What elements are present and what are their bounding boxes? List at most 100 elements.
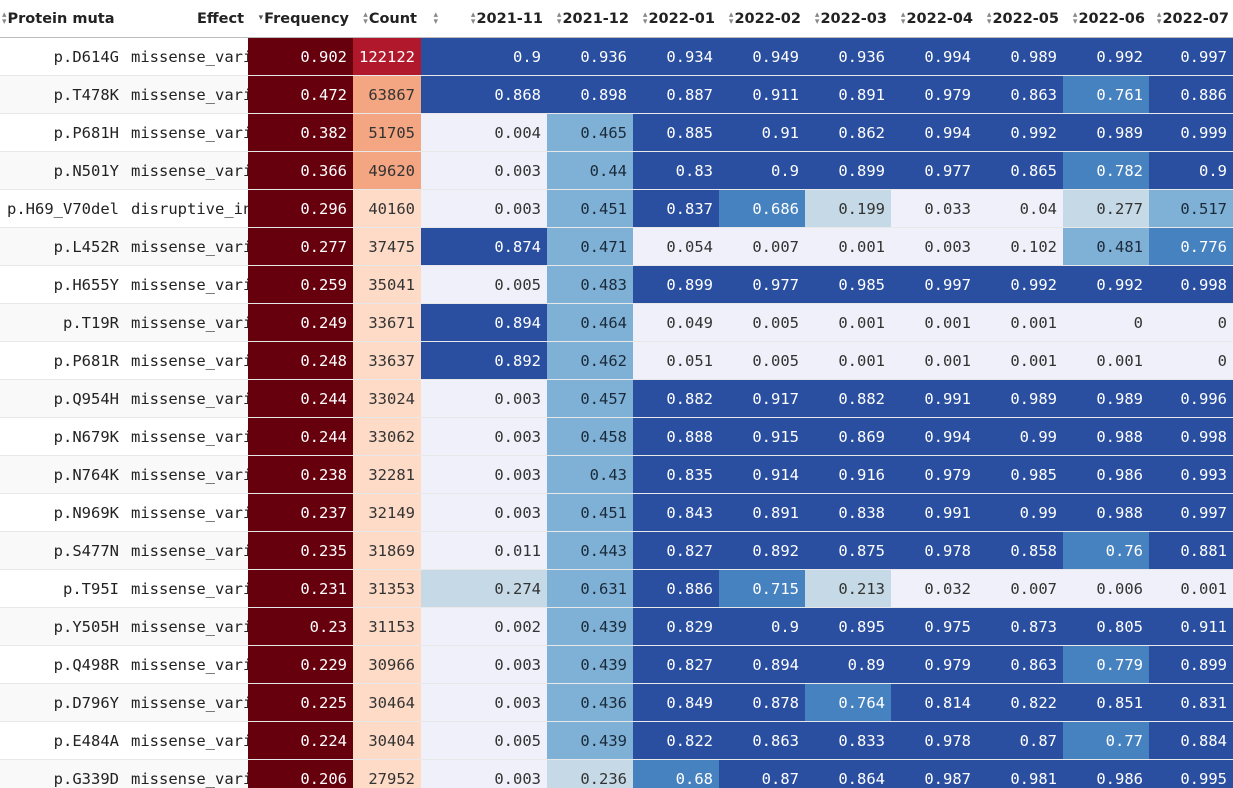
month-value-cell: 0.894 (421, 303, 547, 342)
month-value-cell: 0.686 (719, 189, 805, 228)
month-value-cell: 0.899 (805, 151, 891, 190)
column-header-2022-03[interactable]: ▴ ▾2022-03 (805, 0, 891, 38)
month-value-cell: 0.9 (719, 607, 805, 646)
table-row: p.G339D missense_vari 0.206 27952 0.003 0.236… (0, 759, 1233, 788)
month-value-cell: 0.979 (891, 455, 977, 494)
month-value-cell: 0.875 (805, 531, 891, 570)
sort-icon[interactable]: ▴ ▾ (642, 9, 648, 27)
month-value-cell: 0.899 (1149, 645, 1233, 684)
month-value-cell: 0.779 (1063, 645, 1149, 684)
month-value-cell: 0.481 (1063, 227, 1149, 266)
header-row: ▴ ▾Protein muta Effect ▾Frequency ▴ ▾Count ▴ ▾ ▴… (0, 0, 1233, 38)
table-row: p.D614G missense_vari 0.902 122122 0.9 0.936 0… (0, 37, 1233, 76)
column-header-label: Protein muta (7, 10, 115, 27)
month-value-cell: 0.888 (633, 417, 719, 456)
table-row: p.E484A missense_vari 0.224 30404 0.005 0.439… (0, 721, 1233, 760)
month-value-cell: 0.911 (719, 75, 805, 114)
column-header-2022-02[interactable]: ▴ ▾2022-02 (719, 0, 805, 38)
effect-cell: missense_vari (125, 379, 248, 418)
sort-desc-icon[interactable]: ▾ (258, 13, 264, 23)
month-value-cell: 0.814 (891, 683, 977, 722)
month-value-cell: 0.776 (1149, 227, 1233, 266)
month-value-cell: 0.914 (719, 455, 805, 494)
month-value-cell: 0.978 (891, 721, 977, 760)
month-value-cell: 0.89 (805, 645, 891, 684)
frequency-cell: 0.238 (248, 455, 353, 494)
effect-cell: missense_vari (125, 759, 248, 788)
month-value-cell: 0.981 (977, 759, 1063, 788)
sort-icon[interactable]: ▴ ▾ (363, 9, 368, 27)
month-value-cell: 0.849 (633, 683, 719, 722)
month-value-cell: 0.464 (547, 303, 633, 342)
month-value-cell: 0.884 (1149, 721, 1233, 760)
month-value-cell: 0.003 (891, 227, 977, 266)
month-value-cell: 0.054 (633, 227, 719, 266)
month-value-cell: 0.003 (421, 683, 547, 722)
column-header-count[interactable]: ▴ ▾Count (353, 0, 421, 38)
column-header-2022-06[interactable]: ▴ ▾2022-06 (1063, 0, 1149, 38)
mutation-cell: p.D796Y (0, 683, 125, 722)
month-value-cell: 0.892 (719, 531, 805, 570)
month-value-cell: 0.989 (977, 379, 1063, 418)
month-value-cell: 0.887 (633, 75, 719, 114)
sort-icon[interactable]: ▴ ▾ (1072, 9, 1078, 27)
column-header-2022-07[interactable]: ▴ ▾2022-07 (1149, 0, 1233, 38)
month-value-cell: 0.007 (977, 569, 1063, 608)
sort-icon[interactable]: ▴ ▾ (2, 9, 7, 27)
month-value-cell: 0.991 (891, 379, 977, 418)
column-header-effect[interactable]: Effect (125, 0, 248, 38)
month-value-cell: 0.863 (977, 75, 1063, 114)
column-header-2022-05[interactable]: ▴ ▾2022-05 (977, 0, 1063, 38)
sort-icon[interactable]: ▴ ▾ (728, 9, 734, 27)
sort-icon[interactable]: ▴ ▾ (814, 9, 820, 27)
month-value-cell: 0.827 (633, 645, 719, 684)
month-value-cell: 0.882 (633, 379, 719, 418)
month-value-cell: 0.895 (805, 607, 891, 646)
column-header-2022-01[interactable]: ▴ ▾2022-01 (633, 0, 719, 38)
month-value-cell: 0.992 (1063, 265, 1149, 304)
column-header-protein-muta[interactable]: ▴ ▾Protein muta (0, 0, 125, 38)
frequency-cell: 0.249 (248, 303, 353, 342)
frequency-cell: 0.206 (248, 759, 353, 788)
frequency-cell: 0.23 (248, 607, 353, 646)
month-value-cell: 0.949 (719, 37, 805, 76)
month-value-cell: 0.236 (547, 759, 633, 788)
count-cell: 122122 (353, 37, 421, 76)
effect-cell: disruptive_in (125, 189, 248, 228)
month-value-cell: 0.851 (1063, 683, 1149, 722)
frequency-cell: 0.472 (248, 75, 353, 114)
month-value-cell: 0.439 (547, 645, 633, 684)
month-value-cell: 0.274 (421, 569, 547, 608)
column-header-2021-11[interactable]: ▴ ▾2021-11 (443, 0, 547, 38)
column-header-2021-12[interactable]: ▴ ▾2021-12 (547, 0, 633, 38)
mutation-cell: p.Y505H (0, 607, 125, 646)
column-header-2022-04[interactable]: ▴ ▾2022-04 (891, 0, 977, 38)
table-row: p.T95I missense_vari 0.231 31353 0.274 0.631 0… (0, 569, 1233, 608)
month-value-cell: 0.99 (977, 493, 1063, 532)
frequency-cell: 0.244 (248, 379, 353, 418)
month-value-cell: 0.829 (633, 607, 719, 646)
sort-icon[interactable]: ▴ ▾ (470, 9, 476, 27)
sort-icon[interactable]: ▴ ▾ (900, 9, 906, 27)
column-header-frequency[interactable]: ▾Frequency (248, 0, 353, 38)
sort-icon[interactable]: ▴ ▾ (1156, 9, 1162, 27)
month-value-cell: 0.833 (805, 721, 891, 760)
sort-icon[interactable]: ▴ ▾ (986, 9, 992, 27)
month-value-cell: 0.011 (421, 531, 547, 570)
sort-icon[interactable]: ▴ ▾ (556, 9, 562, 27)
mutation-cell: p.N969K (0, 493, 125, 532)
mutation-cell: p.N764K (0, 455, 125, 494)
frequency-cell: 0.296 (248, 189, 353, 228)
month-value-cell: 0.993 (1149, 455, 1233, 494)
column-header-label: 2022-04 (906, 10, 973, 27)
column-header-spacer[interactable]: ▴ ▾ (421, 0, 443, 38)
table-row: p.N969K missense_vari 0.237 32149 0.003 0.451… (0, 493, 1233, 532)
table-row: p.P681R missense_vari 0.248 33637 0.892 0.462… (0, 341, 1233, 380)
month-value-cell: 0.989 (977, 37, 1063, 76)
month-value-cell: 0.898 (547, 75, 633, 114)
month-value-cell: 0.986 (1063, 455, 1149, 494)
sort-icon[interactable]: ▴ ▾ (433, 9, 438, 27)
mutation-cell: p.H69_V70del (0, 189, 125, 228)
month-value-cell: 0.033 (891, 189, 977, 228)
month-value-cell: 0.934 (633, 37, 719, 76)
